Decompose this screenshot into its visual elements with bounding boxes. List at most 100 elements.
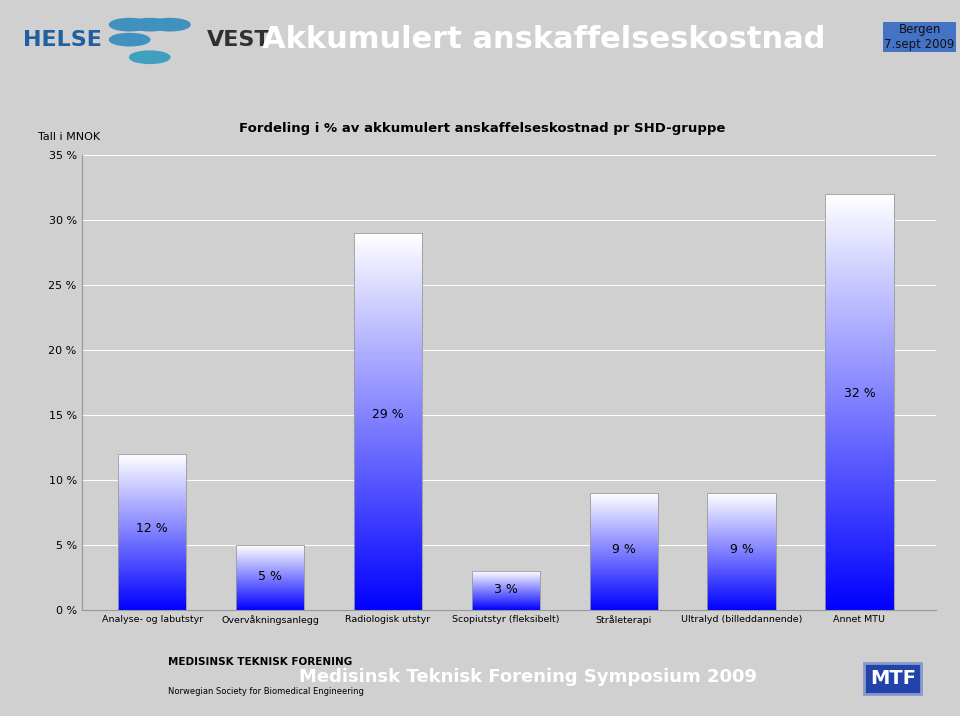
Bar (118, 561, 186, 562)
Text: Tall i MNOK: Tall i MNOK (37, 132, 100, 142)
Bar (118, 544, 186, 546)
Bar (354, 595, 422, 597)
Bar (826, 279, 894, 281)
Bar (826, 275, 894, 278)
Bar (826, 248, 894, 251)
Bar (354, 275, 422, 276)
Bar (826, 269, 894, 271)
Bar (354, 538, 422, 541)
Bar (826, 583, 894, 585)
Bar (118, 531, 186, 532)
Bar (118, 541, 186, 542)
Bar (118, 468, 186, 469)
Bar (826, 595, 894, 598)
Bar (354, 566, 422, 569)
Bar (354, 584, 422, 586)
Bar (236, 545, 304, 610)
Bar (826, 342, 894, 344)
Bar (118, 471, 186, 472)
Bar (354, 344, 422, 347)
Bar (826, 479, 894, 481)
Bar (118, 563, 186, 564)
Bar (826, 470, 894, 473)
Bar (826, 444, 894, 446)
Bar (118, 573, 186, 574)
Bar (354, 350, 422, 352)
Bar (826, 468, 894, 471)
Bar (354, 455, 422, 458)
Bar (826, 421, 894, 423)
Bar (118, 496, 186, 497)
Bar (118, 516, 186, 517)
Bar (826, 475, 894, 477)
Bar (354, 473, 422, 475)
Bar (354, 333, 422, 335)
Bar (118, 575, 186, 576)
Bar (826, 194, 894, 610)
Bar (118, 483, 186, 484)
Bar (118, 586, 186, 587)
Bar (826, 585, 894, 587)
Bar (118, 588, 186, 589)
Bar (118, 499, 186, 500)
Bar (118, 488, 186, 489)
Bar (826, 253, 894, 255)
Bar (826, 454, 894, 456)
Bar (118, 533, 186, 534)
Bar (354, 357, 422, 359)
Bar (354, 440, 422, 442)
Bar (118, 556, 186, 557)
Bar (354, 280, 422, 282)
Bar (826, 429, 894, 431)
Bar (826, 541, 894, 543)
Bar (354, 342, 422, 344)
Text: 29 %: 29 % (372, 407, 404, 420)
Bar (354, 422, 422, 424)
Bar (826, 251, 894, 253)
Bar (118, 543, 186, 545)
Bar (118, 545, 186, 546)
Bar (118, 561, 186, 563)
Bar (826, 319, 894, 321)
Bar (354, 465, 422, 467)
Bar (118, 476, 186, 477)
Bar (354, 309, 422, 311)
Bar (826, 548, 894, 550)
Bar (826, 211, 894, 213)
Bar (354, 267, 422, 269)
Bar (118, 562, 186, 563)
Bar (118, 571, 186, 573)
Bar (826, 477, 894, 479)
Text: Medisinsk Teknisk Forening Symposium 2009: Medisinsk Teknisk Forening Symposium 200… (299, 668, 757, 686)
Bar (826, 198, 894, 200)
Bar (826, 382, 894, 384)
Bar (826, 373, 894, 375)
Bar (118, 534, 186, 535)
Bar (826, 608, 894, 610)
Bar (826, 327, 894, 329)
Bar (118, 462, 186, 463)
Text: 32 %: 32 % (844, 387, 876, 400)
Bar (354, 294, 422, 296)
Bar (354, 556, 422, 557)
Bar (826, 339, 894, 342)
Bar (826, 521, 894, 523)
Bar (826, 510, 894, 513)
Bar (118, 604, 186, 605)
Bar (118, 536, 186, 538)
Bar (354, 384, 422, 386)
Bar (354, 233, 422, 235)
Bar (354, 401, 422, 403)
Bar (118, 527, 186, 528)
Bar (118, 548, 186, 549)
Bar (354, 402, 422, 405)
Bar (826, 465, 894, 467)
Bar (354, 548, 422, 550)
Bar (118, 579, 186, 580)
Bar (118, 526, 186, 528)
Bar (118, 492, 186, 493)
Bar (354, 452, 422, 454)
Bar (118, 585, 186, 586)
Bar (118, 566, 186, 567)
Bar (826, 448, 894, 450)
